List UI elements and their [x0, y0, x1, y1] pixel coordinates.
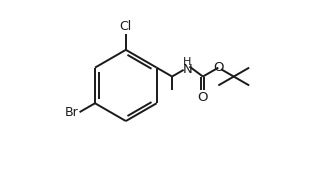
- Text: Br: Br: [65, 106, 79, 119]
- Text: O: O: [198, 91, 208, 104]
- Text: Cl: Cl: [120, 20, 132, 33]
- Text: O: O: [213, 61, 224, 74]
- Text: N: N: [182, 62, 192, 76]
- Text: H: H: [183, 57, 192, 67]
